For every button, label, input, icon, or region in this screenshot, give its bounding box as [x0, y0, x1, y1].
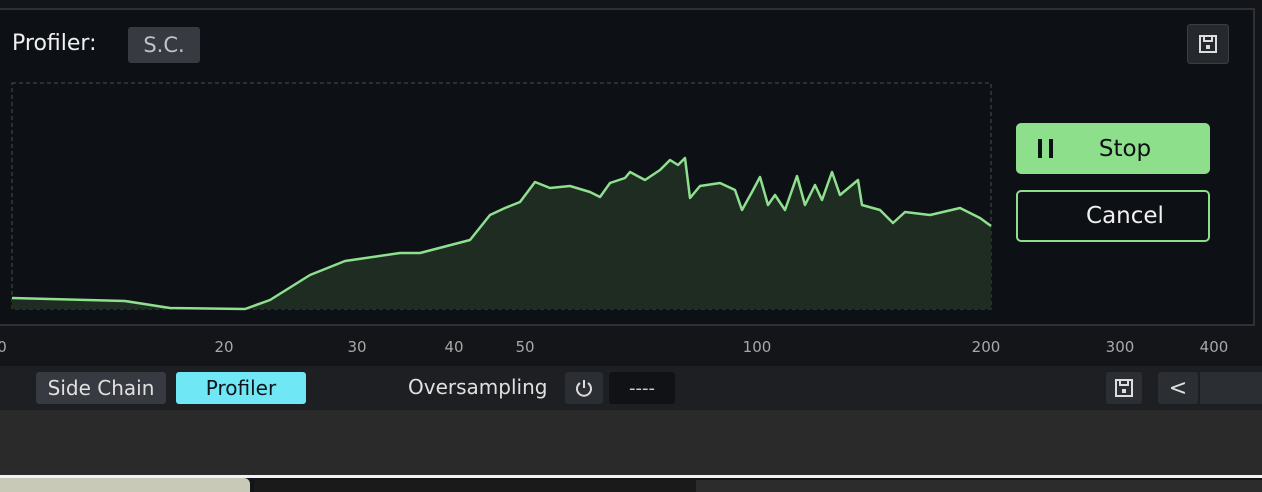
lower-panel [0, 410, 1262, 476]
frequency-label: 200 [971, 338, 1001, 356]
back-button[interactable]: < [1158, 372, 1198, 404]
spectrum-curve [11, 156, 992, 311]
save-icon [1115, 379, 1133, 397]
frequency-label: 400 [1199, 338, 1229, 356]
side-chain-button[interactable]: Side Chain [36, 372, 166, 404]
toolbar-save-button[interactable] [1106, 372, 1142, 404]
frequency-label: 20 [214, 338, 234, 356]
spectrum-view [11, 82, 992, 311]
power-button[interactable] [565, 372, 603, 404]
stop-label: Stop [1098, 135, 1152, 162]
cancel-button[interactable]: Cancel [1016, 190, 1210, 242]
spectrum-fill [12, 158, 991, 309]
toolbar-field [1200, 372, 1262, 404]
frequency-label: 50 [515, 338, 535, 356]
power-icon [576, 380, 592, 397]
frequency-label: 40 [444, 338, 464, 356]
pause-icon [1038, 139, 1053, 158]
frequency-label: 300 [1105, 338, 1135, 356]
oversampling-label: Oversampling [408, 375, 548, 399]
divider [0, 475, 1262, 478]
bottom-timeline [696, 480, 1262, 492]
frequency-label: 30 [347, 338, 367, 356]
stop-button[interactable]: Stop [1016, 123, 1210, 174]
bottom-strip-left [0, 478, 250, 492]
frequency-label: 0 [0, 338, 7, 356]
frequency-label: 100 [742, 338, 772, 356]
save-icon [1199, 35, 1217, 53]
profiler-label: Profiler: [12, 31, 97, 56]
profiler-button[interactable]: Profiler [176, 372, 306, 404]
oversampling-value[interactable]: ---- [609, 372, 675, 404]
save-button[interactable] [1187, 24, 1229, 64]
sc-button[interactable]: S.C. [128, 27, 200, 63]
bottom-strip [254, 480, 696, 492]
